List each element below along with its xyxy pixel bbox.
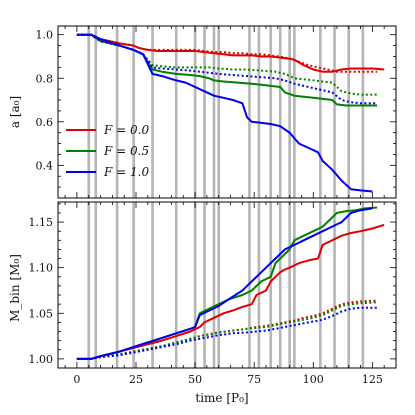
legend-label: F = 1.0 [103, 165, 149, 179]
legend-label: F = 0.0 [103, 123, 149, 137]
bottom-panel: 0 25 50 75 100 125 1.00 1.05 1.10 1.15 [29, 201, 397, 386]
plot-frame [57, 201, 397, 369]
x-tick-label: 0 [73, 373, 80, 386]
series-line-0 [76, 223, 385, 360]
y-tick-label: 0.6 [36, 116, 54, 129]
x-tick-label: 25 [129, 373, 143, 386]
y-tick-label: 0.4 [36, 159, 54, 172]
y-tick-label: 0.8 [36, 72, 54, 85]
y-tick-label: 1.05 [29, 307, 54, 320]
top-panel: 0.4 0.6 0.8 1.0 F = 0.0 F = 0.5 F = 1.0 [36, 25, 397, 199]
x-tick-label: 50 [188, 373, 202, 386]
x-tick-label: 125 [362, 373, 383, 386]
series-line-5 [76, 33, 378, 105]
legend-label: F = 0.5 [103, 144, 149, 158]
top-ylabel: a [a₀] [8, 96, 22, 128]
y-tick-label: 1.00 [29, 353, 54, 366]
x-tick-label: 100 [303, 373, 324, 386]
y-tick-label: 1.0 [36, 29, 54, 42]
series-line-2 [76, 206, 378, 360]
series-line-0 [76, 33, 385, 73]
y-tick-label: 1.15 [29, 216, 54, 229]
series-line-4 [76, 33, 373, 193]
bottom-ylabel: M_bin [M₀] [8, 254, 22, 322]
x-axis-label: time [P₀] [195, 391, 248, 405]
x-tick-label: 75 [247, 373, 261, 386]
series-line-4 [76, 207, 373, 360]
series-line-1 [76, 33, 378, 73]
plot-frame [57, 25, 397, 199]
series-line-5 [76, 306, 378, 360]
y-tick-label: 1.10 [29, 262, 54, 275]
